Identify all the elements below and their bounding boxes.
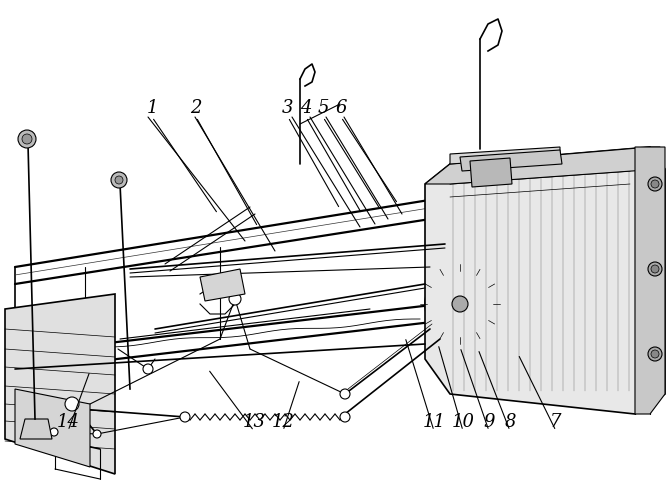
Polygon shape — [20, 419, 52, 439]
Polygon shape — [460, 151, 562, 172]
Text: 3: 3 — [282, 99, 293, 117]
Text: 14: 14 — [56, 412, 80, 430]
Text: 9: 9 — [483, 412, 494, 430]
Text: 6: 6 — [335, 99, 347, 117]
Text: 12: 12 — [271, 412, 295, 430]
Circle shape — [50, 428, 58, 436]
Circle shape — [65, 397, 79, 411]
Polygon shape — [425, 148, 665, 414]
Text: 7: 7 — [550, 412, 561, 430]
Circle shape — [115, 177, 123, 185]
Circle shape — [340, 389, 350, 399]
Text: 5: 5 — [318, 99, 329, 117]
Circle shape — [651, 350, 659, 358]
Text: 4: 4 — [300, 99, 312, 117]
Circle shape — [651, 181, 659, 188]
Polygon shape — [15, 389, 90, 467]
Polygon shape — [635, 148, 665, 414]
Circle shape — [18, 131, 36, 149]
Text: 13: 13 — [243, 412, 265, 430]
Text: 10: 10 — [452, 412, 474, 430]
Circle shape — [648, 263, 662, 277]
Polygon shape — [200, 270, 245, 302]
Circle shape — [648, 347, 662, 361]
Circle shape — [452, 297, 468, 313]
Circle shape — [229, 294, 241, 306]
Polygon shape — [5, 295, 115, 474]
Polygon shape — [470, 159, 512, 188]
Circle shape — [22, 135, 32, 145]
Circle shape — [111, 173, 127, 188]
Text: 11: 11 — [423, 412, 446, 430]
Polygon shape — [425, 148, 660, 185]
Circle shape — [143, 364, 153, 374]
Circle shape — [180, 412, 190, 422]
Circle shape — [93, 430, 101, 438]
Circle shape — [651, 266, 659, 274]
Text: 8: 8 — [505, 412, 516, 430]
Text: 2: 2 — [190, 99, 202, 117]
Circle shape — [340, 412, 350, 422]
Circle shape — [648, 178, 662, 191]
Text: 1: 1 — [146, 99, 157, 117]
Polygon shape — [450, 148, 560, 165]
